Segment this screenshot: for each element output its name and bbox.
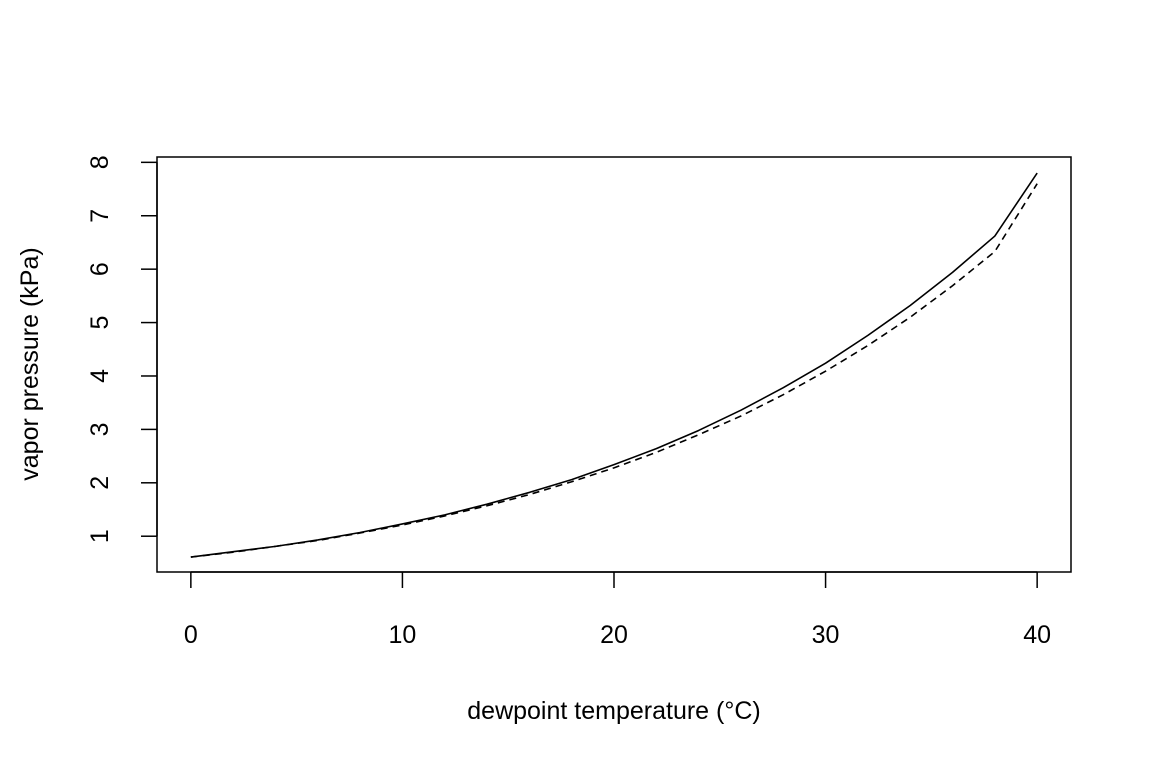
- plot-frame: [156, 156, 1072, 573]
- y-tick-label: 5: [86, 316, 114, 330]
- y-axis-title: vapor pressure (kPa): [16, 247, 44, 480]
- x-tick-label: 40: [1023, 621, 1051, 649]
- x-tick-label: 20: [600, 621, 628, 649]
- x-tick-label: 10: [389, 621, 417, 649]
- y-tick-label: 3: [86, 422, 114, 436]
- y-tick-label: 2: [86, 476, 114, 490]
- x-tick-label: 30: [812, 621, 840, 649]
- series-line-solid: [190, 172, 1038, 558]
- y-tick-label: 8: [86, 155, 114, 169]
- x-axis-title: dewpoint temperature (°C): [467, 697, 760, 725]
- y-tick-label: 6: [86, 262, 114, 276]
- series-layer: [190, 172, 1038, 558]
- y-tick-label: 4: [86, 369, 114, 383]
- y-tick-label: 1: [86, 529, 114, 543]
- y-axis: 1 2 3 4 5 6 7 8: [86, 155, 158, 543]
- series-line-dashed: [190, 183, 1038, 558]
- y-tick-label: 7: [86, 209, 114, 223]
- x-tick-label: 0: [184, 621, 198, 649]
- x-axis: 0 10 20 30 40: [184, 571, 1051, 649]
